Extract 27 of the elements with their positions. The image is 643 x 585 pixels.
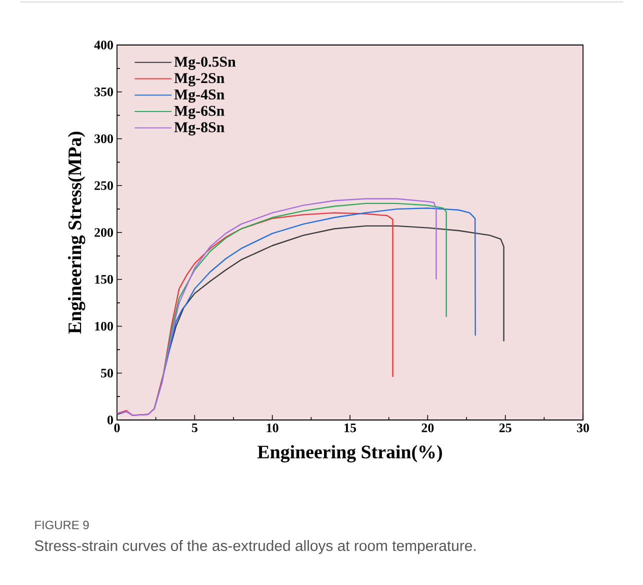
x-tick-label: 20 [422,424,434,432]
y-tick-label: 350 [94,88,113,96]
y-tick-label: 0 [108,416,113,424]
caption: FIGURE 9 [35,520,89,530]
legend-label: Mg-2Sn [174,73,224,86]
line-series [117,212,394,416]
x-tick-label: 15 [344,424,356,432]
legend-label: Mg-4Sn [174,89,224,103]
y-tick-label: 50 [101,368,113,378]
y-tick-label: 300 [94,134,113,144]
x-tick-label: 10 [266,424,278,432]
y-tick-label: 250 [94,181,113,190]
legend-label: Mg-8Sn [174,122,224,136]
line-series [117,198,437,416]
y-tick-label: 400 [94,40,113,50]
text: Stress-strain curves of the as-extruded alloys at room temperature. [34,540,476,554]
x-axis-title: Engineering Strain(%) [258,445,442,462]
x-tick-label: 25 [499,424,512,432]
legend-label: Mg-6Sn [174,106,224,120]
y-axis-title: Engineering Stress(MPa) [68,132,86,334]
x-tick-label: 30 [577,424,589,432]
x-tick-label: 0 [114,424,120,432]
y-tick-label: 150 [95,275,113,284]
y-tick-label: 200 [94,228,113,237]
y-tick-label: 100 [95,322,113,331]
legend-label: Mg-0.5Sn [174,56,236,70]
x-tick-label: 5 [192,424,198,432]
